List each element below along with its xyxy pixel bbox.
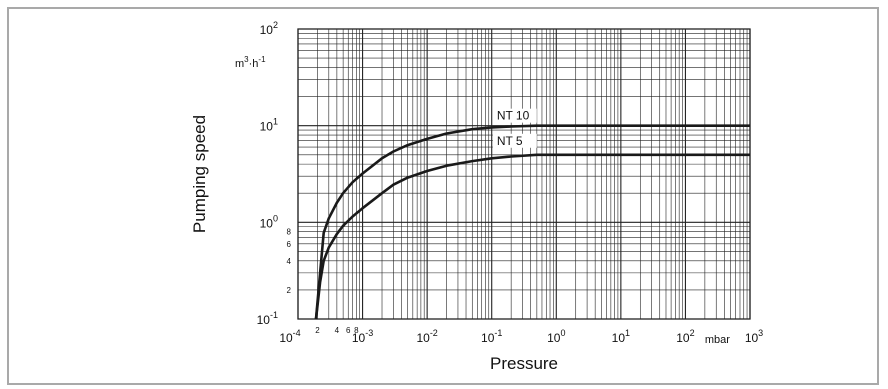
y-minor-tick-label: 6 — [287, 240, 292, 249]
x-tick-label: 10-2 — [416, 328, 437, 345]
x-tick-label: 103 — [745, 328, 763, 345]
x-tick-label: 10-4 — [279, 328, 300, 345]
series-label-nt-5-bg — [492, 133, 537, 148]
series-label-nt-10-bg — [492, 108, 537, 123]
x-minor-tick-label: 2 — [315, 326, 320, 335]
x-axis-unit: mbar — [705, 334, 730, 346]
y-tick-label: 101 — [260, 117, 278, 134]
y-minor-tick-label: 2 — [287, 286, 292, 295]
y-minor-tick-label: 8 — [287, 228, 292, 237]
x-minor-tick-label: 8 — [354, 326, 359, 335]
chart-frame: NT 10 NT 5 10-1 100 101 102 2 4 6 8 10-4 10-3 10-2 10… — [7, 7, 879, 385]
plot-area-border — [297, 28, 751, 320]
x-tick-label: 10-1 — [481, 328, 502, 345]
y-tick-label: 100 — [260, 213, 278, 230]
y-axis-label: Pumping speed — [190, 115, 209, 233]
series-line-nt-5 — [314, 153, 750, 320]
x-tick-label: 101 — [612, 328, 630, 345]
x-minor-tick-label: 6 — [346, 326, 351, 335]
x-tick-label: 10-3 — [352, 328, 373, 345]
x-minor-tick-label: 4 — [335, 326, 340, 335]
series-line-nt-10 — [314, 124, 750, 320]
y-axis-unit: m3·h-1 — [235, 55, 266, 70]
series-label-nt-10: NT 10 — [497, 109, 530, 123]
y-tick-label: 102 — [260, 20, 278, 37]
y-minor-tick-label: 4 — [287, 257, 292, 266]
y-tick-label: 10-1 — [257, 310, 278, 327]
x-tick-label: 102 — [676, 328, 694, 345]
x-tick-label: 100 — [547, 328, 565, 345]
series-label-nt-5: NT 5 — [497, 134, 523, 148]
x-axis-label: Pressure — [490, 354, 558, 373]
